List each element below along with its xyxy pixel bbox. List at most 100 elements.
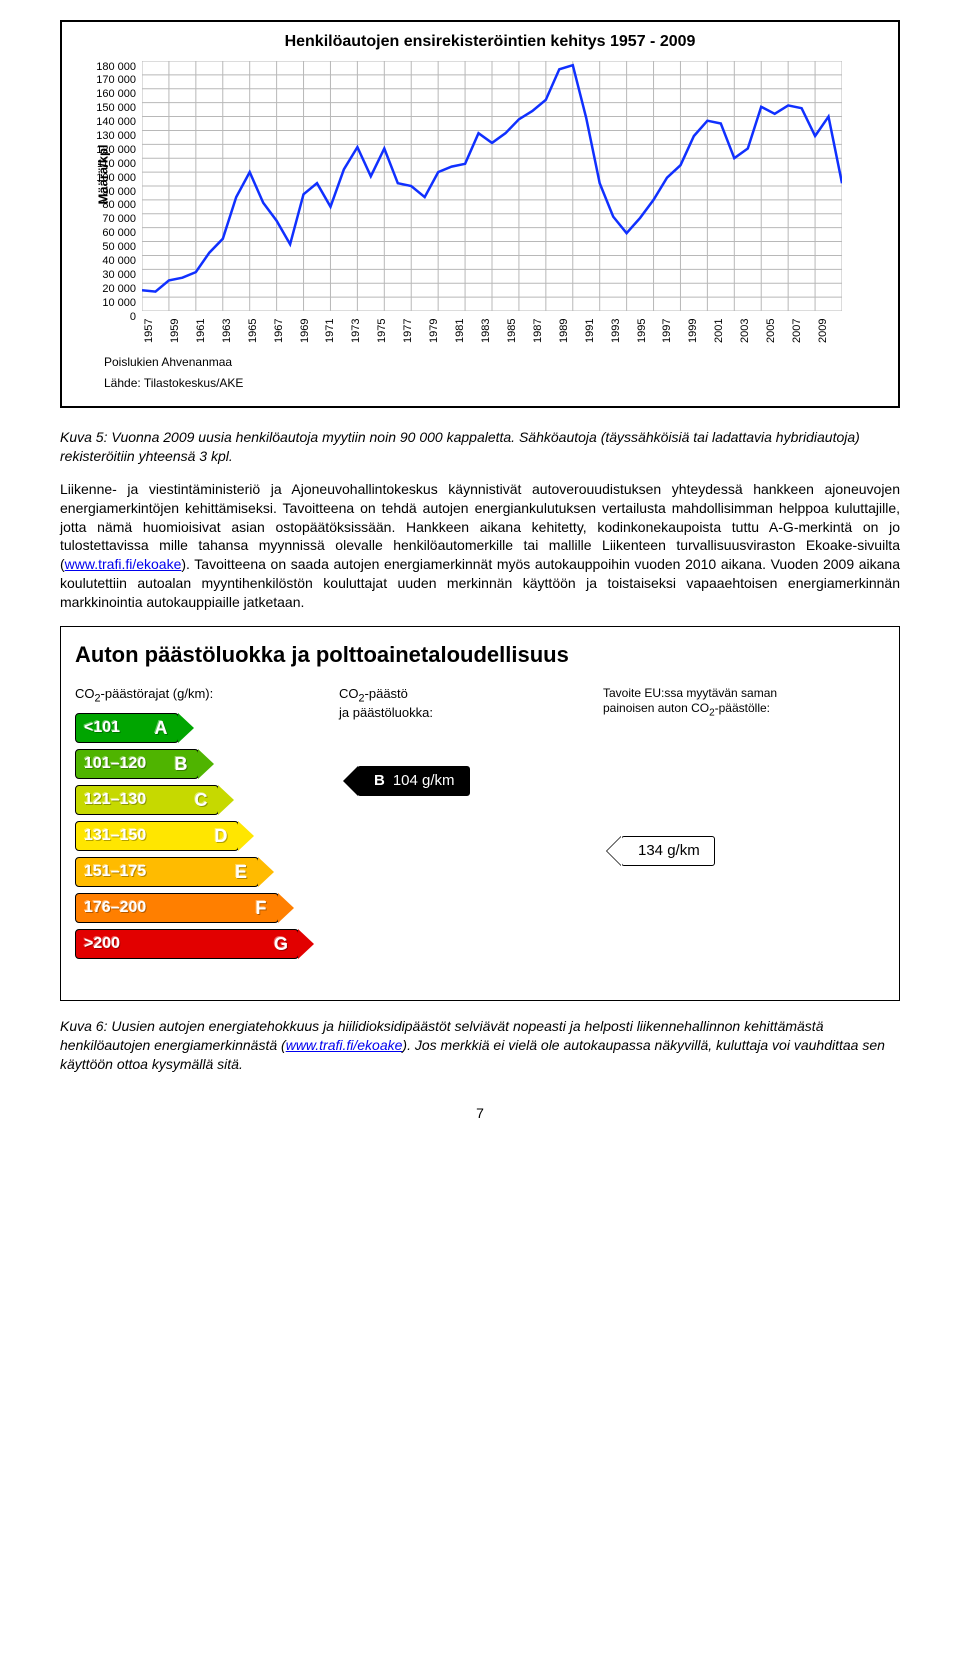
col2-row (339, 730, 579, 760)
emission-label-infographic: Auton päästöluokka ja polttoainetaloudel… (60, 626, 900, 1001)
chart-svg (142, 61, 842, 311)
col3-label: Tavoite EU:ssa myytävän samanpainoisen a… (603, 686, 885, 720)
measured-letter: B (374, 771, 385, 791)
band-letter: B (164, 750, 198, 778)
target-arrow: 134 g/km (621, 836, 715, 866)
y-tick-label: 30 000 (102, 268, 136, 282)
band-range: 131–150 (76, 826, 204, 847)
x-tick-label: 1971 (323, 315, 349, 349)
col2-row (339, 946, 579, 976)
band-range: 151–175 (76, 862, 224, 883)
col-target: Tavoite EU:ssa myytävän samanpainoisen a… (603, 686, 885, 980)
y-tick-label: 100 000 (96, 171, 136, 185)
band-range: 176–200 (76, 898, 244, 919)
band-letter: C (184, 786, 218, 814)
x-tick-label: 2003 (738, 315, 764, 349)
col2-row (339, 874, 579, 904)
emission-band-G: >200G (75, 929, 299, 959)
band-letter: F (244, 894, 278, 922)
chevron-right-icon (298, 929, 314, 959)
col2-row (339, 910, 579, 940)
x-tick-label: 1967 (272, 315, 298, 349)
col3-row (603, 872, 885, 902)
y-tick-label: 150 000 (96, 101, 136, 115)
chart-plot-area: Määrä/kpl 010 00020 00030 00040 00050 00… (142, 61, 878, 311)
measured-value: 104 g/km (393, 771, 455, 791)
para-text-2: ). Tavoitteena on saada autojen energiam… (60, 556, 900, 610)
ekoake-link[interactable]: www.trafi.fi/ekoake (65, 556, 182, 572)
y-tick-label: 120 000 (96, 143, 136, 157)
target-value: 134 g/km (638, 841, 700, 861)
y-tick-label: 90 000 (102, 185, 136, 199)
band-range: <101 (76, 718, 144, 739)
x-tick-label: 1959 (168, 315, 194, 349)
col2-label: CO2-päästöja päästöluokka: (339, 686, 579, 723)
page-number: 7 (60, 1104, 900, 1122)
x-tick-label: 2009 (816, 315, 842, 349)
y-tick-label: 20 000 (102, 282, 136, 296)
y-tick-label: 50 000 (102, 240, 136, 254)
measured-arrow: B 104 g/km (357, 766, 470, 796)
emission-band-A: <101A (75, 713, 179, 743)
x-tick-label: 2007 (790, 315, 816, 349)
band-letter: E (224, 858, 258, 886)
x-tick-label: 1957 (142, 315, 168, 349)
col3-row (603, 800, 885, 830)
emission-band-E: 151–175E (75, 857, 259, 887)
chevron-right-icon (198, 749, 214, 779)
y-tick-label: 180 000 (96, 60, 136, 74)
col-measured: CO2-päästöja päästöluokka: B 104 g/km (339, 686, 579, 983)
col3-row: 134 g/km (603, 836, 885, 866)
band-letter: D (204, 822, 238, 850)
y-tick-label: 40 000 (102, 254, 136, 268)
col2-row (339, 838, 579, 868)
chevron-right-icon (278, 893, 294, 923)
col2-row (339, 802, 579, 832)
chart-title: Henkilöautojen ensirekisteröintien kehit… (102, 32, 878, 53)
band-range: 101–120 (76, 754, 164, 775)
emission-band-B: 101–120B (75, 749, 199, 779)
col1-label: CO2-päästörajat (g/km): (75, 686, 315, 706)
col3-row (603, 764, 885, 794)
figure-6-caption: Kuva 6: Uusien autojen energiatehokkuus … (60, 1017, 900, 1074)
body-paragraph: Liikenne- ja viestintäministeriö ja Ajon… (60, 480, 900, 612)
x-tick-label: 1999 (686, 315, 712, 349)
band-letter: A (144, 714, 178, 742)
chart-note-exclusion: Poislukien Ahvenanmaa (104, 355, 878, 371)
x-tick-label: 1963 (220, 315, 246, 349)
x-tick-label: 2001 (712, 315, 738, 349)
y-axis-ticks: 010 00020 00030 00040 00050 00060 00070 … (92, 61, 140, 311)
x-tick-label: 1961 (194, 315, 220, 349)
x-tick-label: 1989 (557, 315, 583, 349)
ekoake-link-2[interactable]: www.trafi.fi/ekoake (286, 1037, 403, 1053)
chevron-right-icon (218, 785, 234, 815)
emission-band-D: 131–150D (75, 821, 239, 851)
y-tick-label: 80 000 (102, 199, 136, 213)
chevron-right-icon (178, 713, 194, 743)
band-range: 121–130 (76, 790, 184, 811)
y-tick-label: 10 000 (102, 296, 136, 310)
emission-band-F: 176–200F (75, 893, 279, 923)
figure-5-caption: Kuva 5: Vuonna 2009 uusia henkilöautoja … (60, 428, 900, 466)
x-tick-label: 1985 (505, 315, 531, 349)
chart-container: Henkilöautojen ensirekisteröintien kehit… (60, 20, 900, 408)
x-tick-label: 1969 (298, 315, 324, 349)
x-tick-label: 1965 (246, 315, 272, 349)
chart-note-source: Lähde: Tilastokeskus/AKE (104, 376, 878, 392)
x-tick-label: 1981 (453, 315, 479, 349)
col2-row: B 104 g/km (339, 766, 579, 796)
info-title: Auton päästöluokka ja polttoainetaloudel… (75, 641, 885, 670)
x-tick-label: 1983 (479, 315, 505, 349)
y-tick-label: 170 000 (96, 74, 136, 88)
x-tick-label: 1997 (660, 315, 686, 349)
col-bands: CO2-päästörajat (g/km): <101A 101–120B 121… (75, 686, 315, 966)
x-tick-label: 1975 (375, 315, 401, 349)
x-axis-ticks: 1957195919611963196519671969197119731975… (142, 315, 842, 349)
y-tick-label: 0 (130, 310, 136, 324)
x-tick-label: 1995 (635, 315, 661, 349)
col3-row (603, 944, 885, 974)
x-tick-label: 1979 (427, 315, 453, 349)
chevron-right-icon (258, 857, 274, 887)
y-tick-label: 140 000 (96, 115, 136, 129)
y-tick-label: 70 000 (102, 212, 136, 226)
